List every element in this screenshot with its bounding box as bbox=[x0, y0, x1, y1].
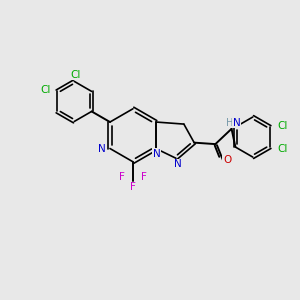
Text: O: O bbox=[223, 155, 231, 165]
Text: Cl: Cl bbox=[278, 121, 288, 130]
Text: F: F bbox=[141, 172, 147, 182]
Text: Cl: Cl bbox=[40, 85, 50, 95]
Text: N: N bbox=[153, 149, 160, 159]
Text: N: N bbox=[98, 143, 106, 154]
Text: N: N bbox=[173, 159, 181, 169]
Text: F: F bbox=[119, 172, 125, 182]
Text: N: N bbox=[233, 118, 241, 128]
Text: Cl: Cl bbox=[70, 70, 81, 80]
Text: Cl: Cl bbox=[278, 143, 288, 154]
Text: F: F bbox=[130, 182, 136, 192]
Text: H: H bbox=[226, 118, 234, 128]
